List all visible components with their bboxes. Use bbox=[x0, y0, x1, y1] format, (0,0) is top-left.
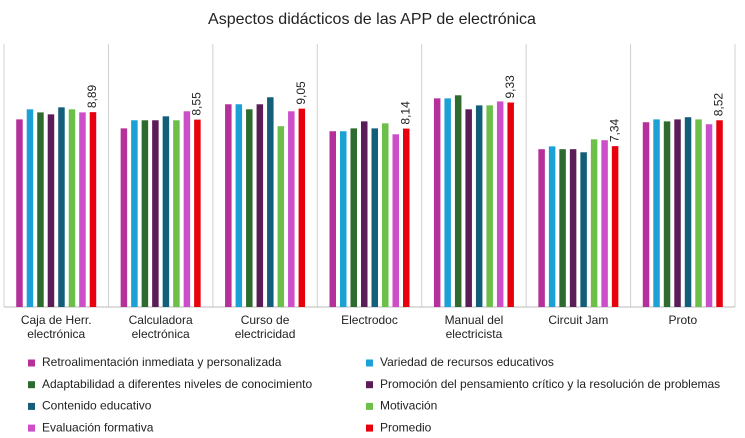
x-tick-label: Curso de electricidad bbox=[234, 313, 296, 341]
legend-label: Promoción del pensamiento crítico y la r… bbox=[380, 377, 720, 391]
bar bbox=[642, 122, 650, 308]
legend-swatch bbox=[28, 359, 35, 367]
data-label: 8,55 bbox=[190, 92, 204, 116]
bar bbox=[361, 121, 368, 307]
data-label: 9,05 bbox=[294, 81, 308, 105]
legend-label: Variedad de recursos educativos bbox=[380, 355, 554, 369]
bar bbox=[350, 128, 357, 307]
x-tick-label: Proto bbox=[668, 313, 698, 327]
bar bbox=[392, 134, 399, 307]
legend-label: Evaluación formativa bbox=[42, 420, 154, 434]
bar bbox=[256, 104, 264, 307]
bar bbox=[89, 112, 97, 308]
bar bbox=[141, 120, 149, 308]
legend-label: Adaptabilidad a diferentes niveles de co… bbox=[42, 377, 313, 391]
bar bbox=[37, 112, 44, 307]
bar bbox=[444, 98, 451, 307]
data-label: 8,14 bbox=[398, 101, 412, 125]
x-tick-label: Calculadora electrónica bbox=[128, 313, 193, 341]
bar bbox=[267, 97, 274, 307]
bar bbox=[475, 105, 483, 307]
bar bbox=[538, 149, 545, 307]
bar bbox=[26, 109, 34, 307]
legend-label: Motivación bbox=[380, 399, 437, 413]
x-tick-label: Manual del electricista bbox=[444, 313, 504, 341]
bar bbox=[152, 120, 159, 308]
bar bbox=[674, 119, 681, 307]
bar bbox=[288, 111, 295, 307]
legend-swatch bbox=[28, 424, 35, 432]
bar bbox=[120, 128, 128, 307]
bar bbox=[716, 120, 723, 308]
bar bbox=[580, 152, 587, 307]
bar bbox=[653, 119, 660, 307]
bar bbox=[382, 123, 389, 307]
bar bbox=[548, 146, 556, 307]
bar bbox=[569, 149, 577, 307]
bar bbox=[329, 131, 336, 307]
bar bbox=[16, 119, 23, 307]
bar bbox=[695, 119, 702, 307]
bar bbox=[507, 102, 514, 307]
x-tick-label: Circuit Jam bbox=[548, 313, 609, 327]
bar bbox=[454, 95, 462, 307]
bar bbox=[465, 109, 472, 307]
bar bbox=[68, 109, 76, 307]
x-tick-label: Electrodoc bbox=[341, 313, 398, 327]
data-label: 8,89 bbox=[85, 84, 99, 108]
legend-swatch bbox=[366, 381, 373, 389]
legend-swatch bbox=[366, 424, 373, 432]
bar bbox=[235, 104, 243, 307]
legend-label: Retroalimentación inmediata y personaliz… bbox=[42, 355, 282, 369]
bar bbox=[194, 119, 201, 307]
data-label: 8,52 bbox=[712, 93, 726, 117]
bar bbox=[486, 105, 493, 307]
x-tick-label: Caja de Herr. electrónica bbox=[20, 313, 92, 341]
legend-swatch bbox=[366, 359, 373, 367]
bar bbox=[225, 104, 232, 307]
bar bbox=[58, 107, 65, 307]
legend-label: Promedio bbox=[380, 420, 432, 434]
bar bbox=[590, 139, 598, 307]
bar bbox=[611, 146, 619, 307]
bar bbox=[601, 140, 608, 307]
bar bbox=[173, 120, 180, 308]
bar bbox=[684, 117, 692, 308]
bar bbox=[705, 124, 713, 307]
data-label: 7,34 bbox=[607, 118, 621, 142]
bar bbox=[433, 98, 441, 307]
bar bbox=[183, 111, 191, 307]
bar bbox=[403, 128, 410, 307]
bar bbox=[47, 114, 55, 307]
bar bbox=[559, 149, 566, 307]
chart-title: Aspectos didácticos de las APP de electr… bbox=[208, 11, 536, 28]
bar bbox=[131, 120, 138, 308]
bar bbox=[277, 126, 285, 307]
bar bbox=[246, 109, 253, 307]
bar bbox=[162, 116, 170, 307]
bar bbox=[663, 121, 671, 307]
legend-swatch bbox=[366, 402, 373, 410]
legend-label: Contenido educativo bbox=[42, 399, 152, 413]
legend-swatch bbox=[28, 402, 35, 410]
legend-swatch bbox=[28, 381, 35, 389]
bar bbox=[496, 101, 504, 308]
bar bbox=[340, 131, 347, 307]
bar bbox=[298, 108, 306, 307]
bar bbox=[371, 128, 378, 307]
bar bbox=[79, 112, 86, 307]
data-label: 9,33 bbox=[503, 75, 517, 99]
